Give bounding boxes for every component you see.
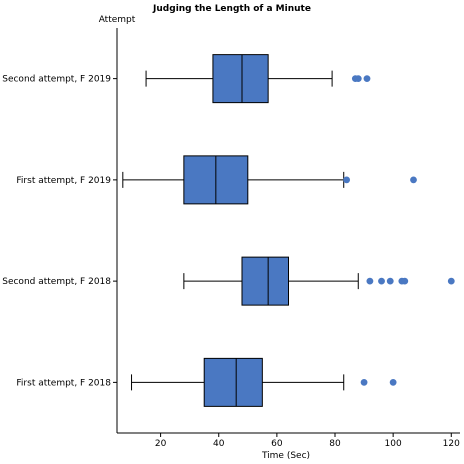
outlier-point [363,75,371,83]
iqr-box [241,256,290,306]
x-tick-label: 100 [385,439,402,449]
x-tick-label: 80 [329,439,341,449]
x-axis-ticks: 20 40 60 80 100 120 [155,433,460,449]
outlier-point [447,277,455,285]
iqr-box [203,357,263,407]
x-tick-label: 20 [155,439,167,449]
x-axis-title: Time (Sec) [261,451,310,461]
x-tick-label: 40 [213,439,225,449]
y-axis-title: Attempt [99,15,136,25]
outlier-point [401,277,409,285]
outlier-point [389,378,397,386]
boxes-group [122,54,455,407]
outlier-point [378,277,385,285]
x-tick-label: 120 [443,439,460,449]
outlier-point [410,176,417,184]
box-plot-group [145,54,371,104]
y-axis-ticks: Second attempt, F 2019 First attempt, F 2… [2,75,117,388]
outlier-point [386,277,394,285]
y-tick-label: First attempt, F 2018 [16,378,111,388]
box-plot-group [183,256,455,306]
outlier-point [343,176,351,184]
outlier-point [366,277,374,285]
y-tick-label: First attempt, F 2019 [16,176,111,186]
box-plot-group [122,155,417,205]
x-tick-label: 60 [271,439,283,449]
outlier-point [360,378,368,386]
y-tick-label: Second attempt, F 2018 [2,277,111,287]
y-tick-label: Second attempt, F 2019 [2,75,111,85]
chart-title: Judging the Length of a Minute [152,4,311,14]
outlier-point [354,75,362,83]
box-plot-group [131,357,397,407]
iqr-box [212,54,269,104]
